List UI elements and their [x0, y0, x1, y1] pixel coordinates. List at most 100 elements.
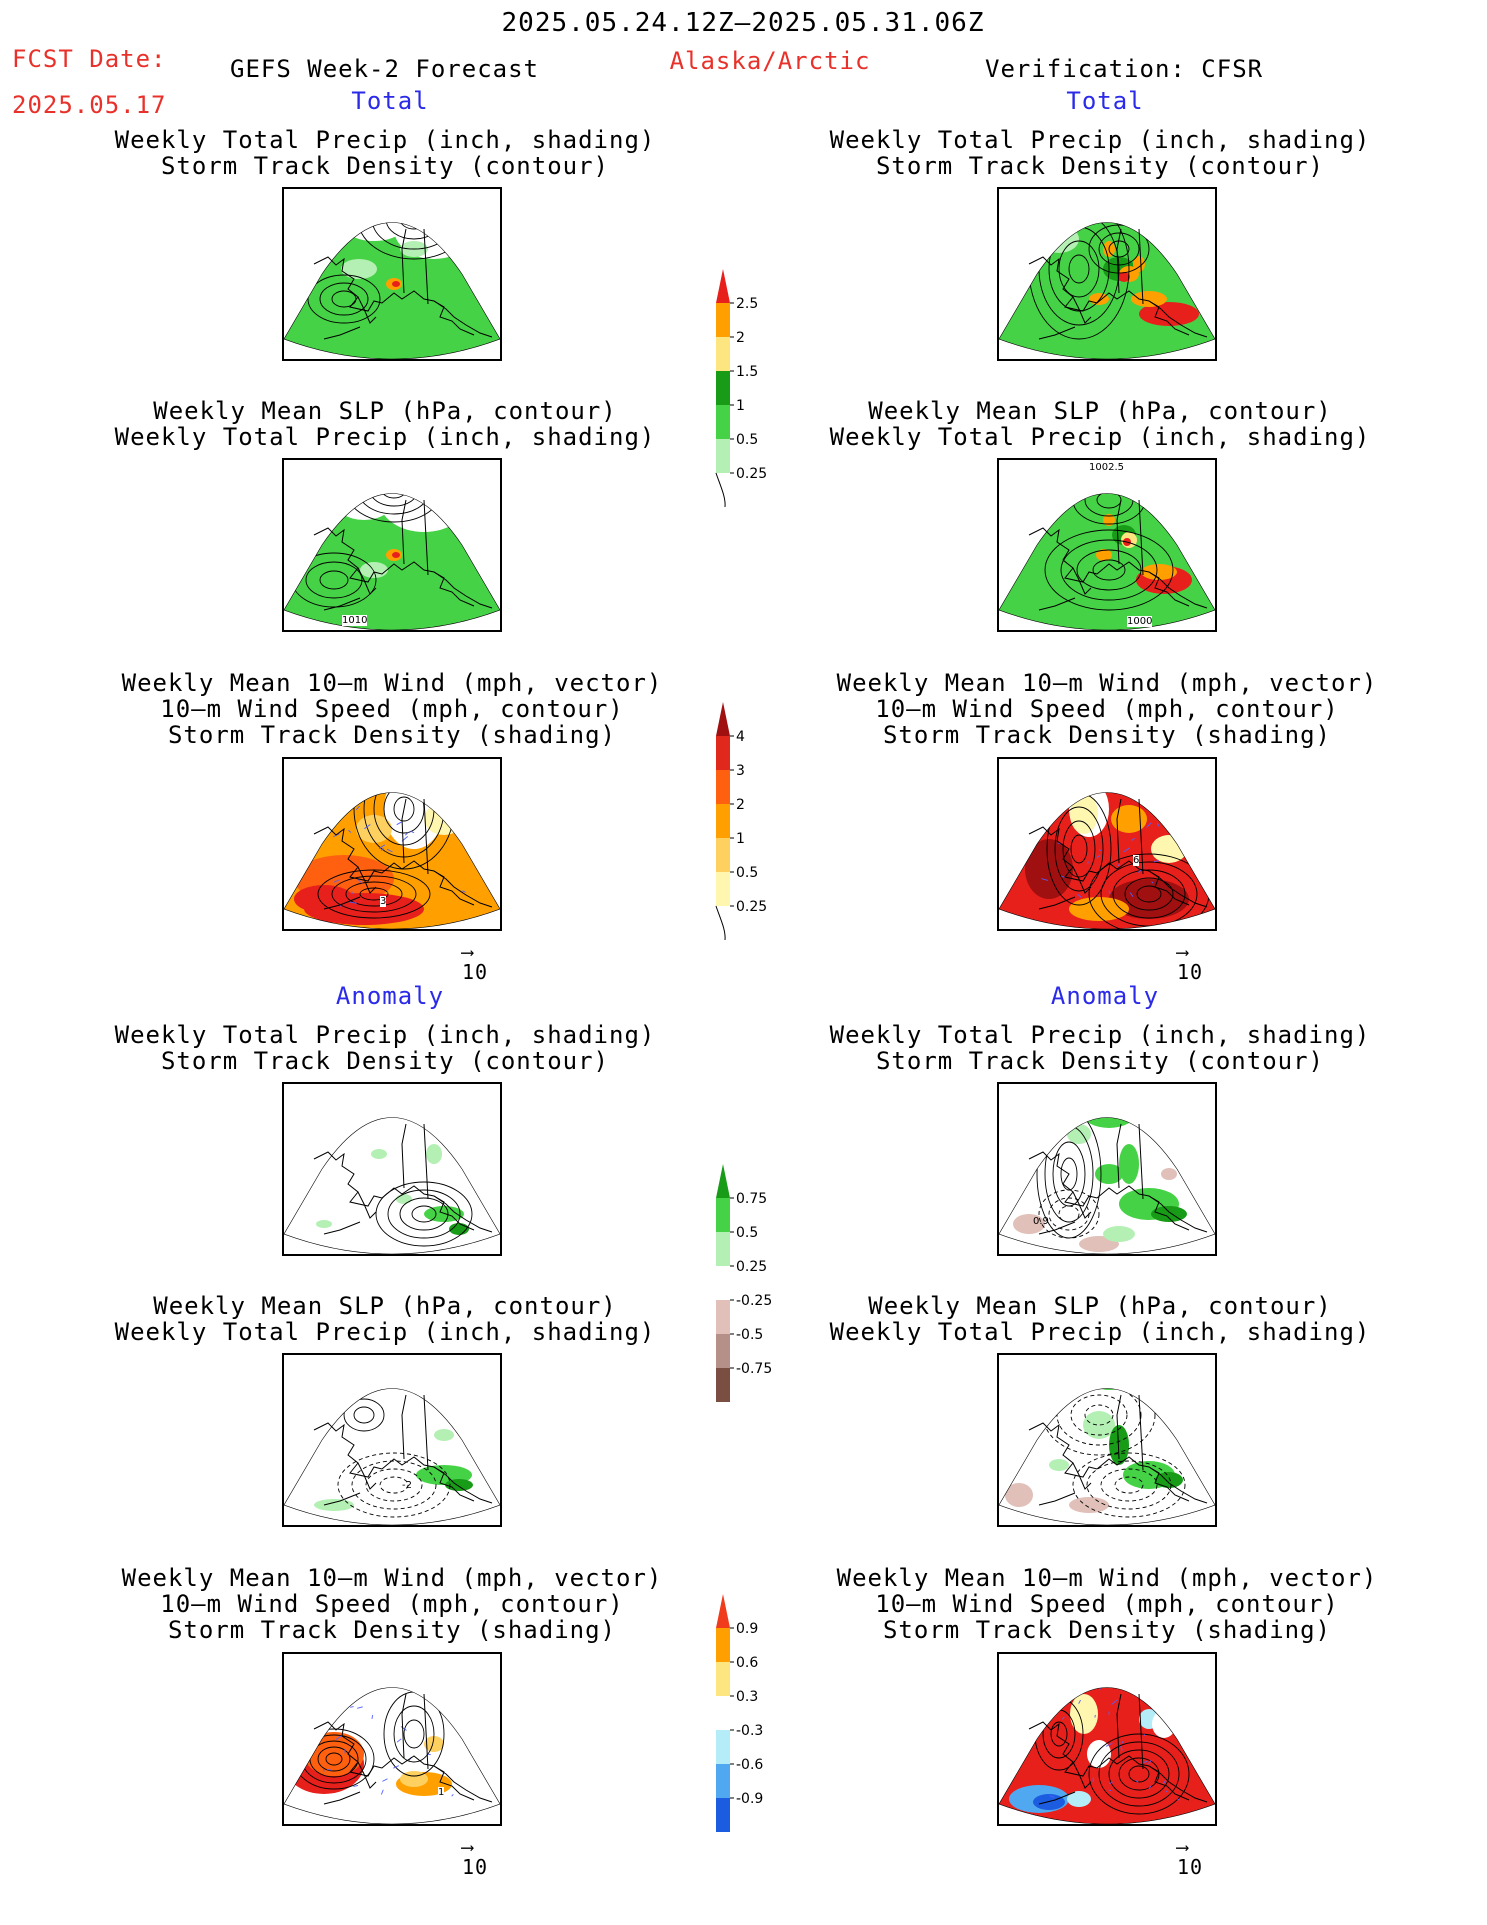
- contour-line: [359, 887, 389, 901]
- coastline: [1028, 1721, 1208, 1803]
- contour-line: [1112, 869, 1186, 919]
- vector-scale-right-1: ⟶ 10: [1177, 942, 1204, 985]
- shading-blob: [1106, 1375, 1122, 1385]
- contour-line: [1136, 885, 1162, 903]
- shading-blob: [1119, 1144, 1139, 1184]
- coastline: [1028, 256, 1208, 338]
- shading-blob: [1151, 835, 1187, 863]
- shading-blob: [1069, 1497, 1109, 1513]
- arrow-right-icon: ⟶: [1177, 1837, 1189, 1858]
- colorbar-label: 2.5: [736, 296, 758, 312]
- shading-blob: [424, 1206, 464, 1222]
- map-outline: [284, 792, 500, 929]
- wind-vector: [380, 848, 384, 851]
- colorbar-label: 0.25: [736, 466, 767, 482]
- coastline: [313, 527, 493, 609]
- vector-scale-right-2: ⟶ 10: [1177, 1837, 1204, 1880]
- coastline: [313, 1422, 493, 1504]
- wind-vector: [1130, 790, 1135, 791]
- wind-vector: [1111, 1699, 1118, 1705]
- wind-vector: [1170, 1712, 1173, 1716]
- wind-vector: [449, 1719, 455, 1723]
- colorbar-segment: [716, 1696, 730, 1730]
- colorbar-label: -0.25: [736, 1293, 772, 1309]
- contour-line: [387, 1189, 461, 1239]
- colorbar-label: 0.5: [736, 1225, 758, 1241]
- contour-line: [305, 561, 363, 599]
- coastline: [1038, 597, 1076, 611]
- contour-line: [1070, 1394, 1128, 1436]
- border-line: [1138, 499, 1144, 576]
- contour-line: [1098, 1741, 1180, 1807]
- contour-line: [369, 493, 419, 507]
- vector-scale-left-1: ⟶ 10: [462, 942, 489, 985]
- panel-title-r5: Weekly Mean SLP (hPa, contour) Weekly To…: [829, 1292, 1371, 1346]
- contour-line: [317, 869, 431, 919]
- panel-title-l5: Weekly Mean SLP (hPa, contour) Weekly To…: [114, 1292, 656, 1346]
- colorbar-segment: [716, 303, 730, 337]
- map-outline: [999, 1117, 1215, 1254]
- wind-vector: [1062, 1716, 1065, 1720]
- wind-vector: [1129, 892, 1134, 897]
- map-domain: [999, 1687, 1215, 1824]
- shading-blob: [1099, 1792, 1159, 1816]
- map-domain: [999, 493, 1215, 630]
- shading-blob: [1083, 1117, 1135, 1128]
- shading-blob: [1089, 293, 1109, 305]
- wind-vector: [333, 879, 340, 883]
- colorbar-segment: [716, 1232, 730, 1266]
- wind-vector: [382, 1778, 388, 1782]
- map-domain: [284, 493, 500, 630]
- wind-vector: [1123, 847, 1130, 853]
- wind-vector: [323, 1768, 325, 1772]
- colorbar-label: 0.25: [736, 899, 767, 915]
- contour-label: 1010: [342, 615, 368, 626]
- shading-blob: [1131, 291, 1167, 307]
- shading-blob: [316, 1220, 332, 1228]
- wind-vector: [1116, 782, 1122, 784]
- colorbar-cap: [716, 1368, 730, 1402]
- map-anom-precip-left: [282, 1082, 502, 1256]
- wind-vector: [1177, 1798, 1180, 1801]
- map-domain: [284, 222, 500, 359]
- shading-blob: [1069, 897, 1129, 921]
- map-anom-slp-left: -2: [282, 1353, 502, 1527]
- wind-vector: [396, 1738, 402, 1743]
- panel-title-r3: Weekly Mean 10–m Wind (mph, vector) 10–m…: [836, 669, 1378, 749]
- coastline: [357, 1394, 475, 1502]
- map-total-slp-left: 1010: [282, 458, 502, 632]
- colorbar-track-total: 4 3 2 1 0.5 0.25: [715, 702, 767, 941]
- wind-vector: [400, 781, 402, 782]
- wind-vector: [1108, 1781, 1113, 1785]
- contour-line: [385, 222, 443, 240]
- map-outline: [284, 493, 500, 630]
- fcst-date: 2025.05.17: [12, 91, 167, 119]
- map-anom-wind-right: [997, 1652, 1217, 1826]
- contour-line: [357, 222, 471, 260]
- colorbar-label: 1: [736, 398, 745, 414]
- map-domain: [284, 1687, 500, 1824]
- wind-vector: [1153, 860, 1159, 863]
- contour-line: [1038, 1189, 1100, 1239]
- colorbar-cap: [716, 269, 730, 303]
- period-title: 2025.05.24.12Z–2025.05.31.06Z: [501, 8, 985, 38]
- map-total-wind-right: 6: [997, 757, 1217, 931]
- shading-blob: [1091, 1388, 1127, 1390]
- colorbar-cap: [715, 472, 726, 508]
- contour-line: [1044, 529, 1174, 611]
- colorbar-label: 0.9: [736, 1621, 758, 1637]
- wind-vector: [1096, 854, 1101, 859]
- contour-line: [1086, 1460, 1172, 1510]
- wind-vector: [326, 1769, 333, 1771]
- wind-vector: [1130, 837, 1135, 841]
- map-domain: [999, 1375, 1215, 1525]
- map-outline: [999, 792, 1215, 929]
- map-svg: [284, 1687, 500, 1824]
- colorbar-segment: [716, 371, 730, 405]
- colorbar-cap: [716, 1594, 730, 1628]
- contour-line: [307, 274, 381, 324]
- colorbar-cap: [716, 1164, 730, 1198]
- colorbar-label: 1.5: [736, 364, 758, 380]
- shading-blob: [445, 1479, 473, 1491]
- contour-line: [393, 1705, 435, 1763]
